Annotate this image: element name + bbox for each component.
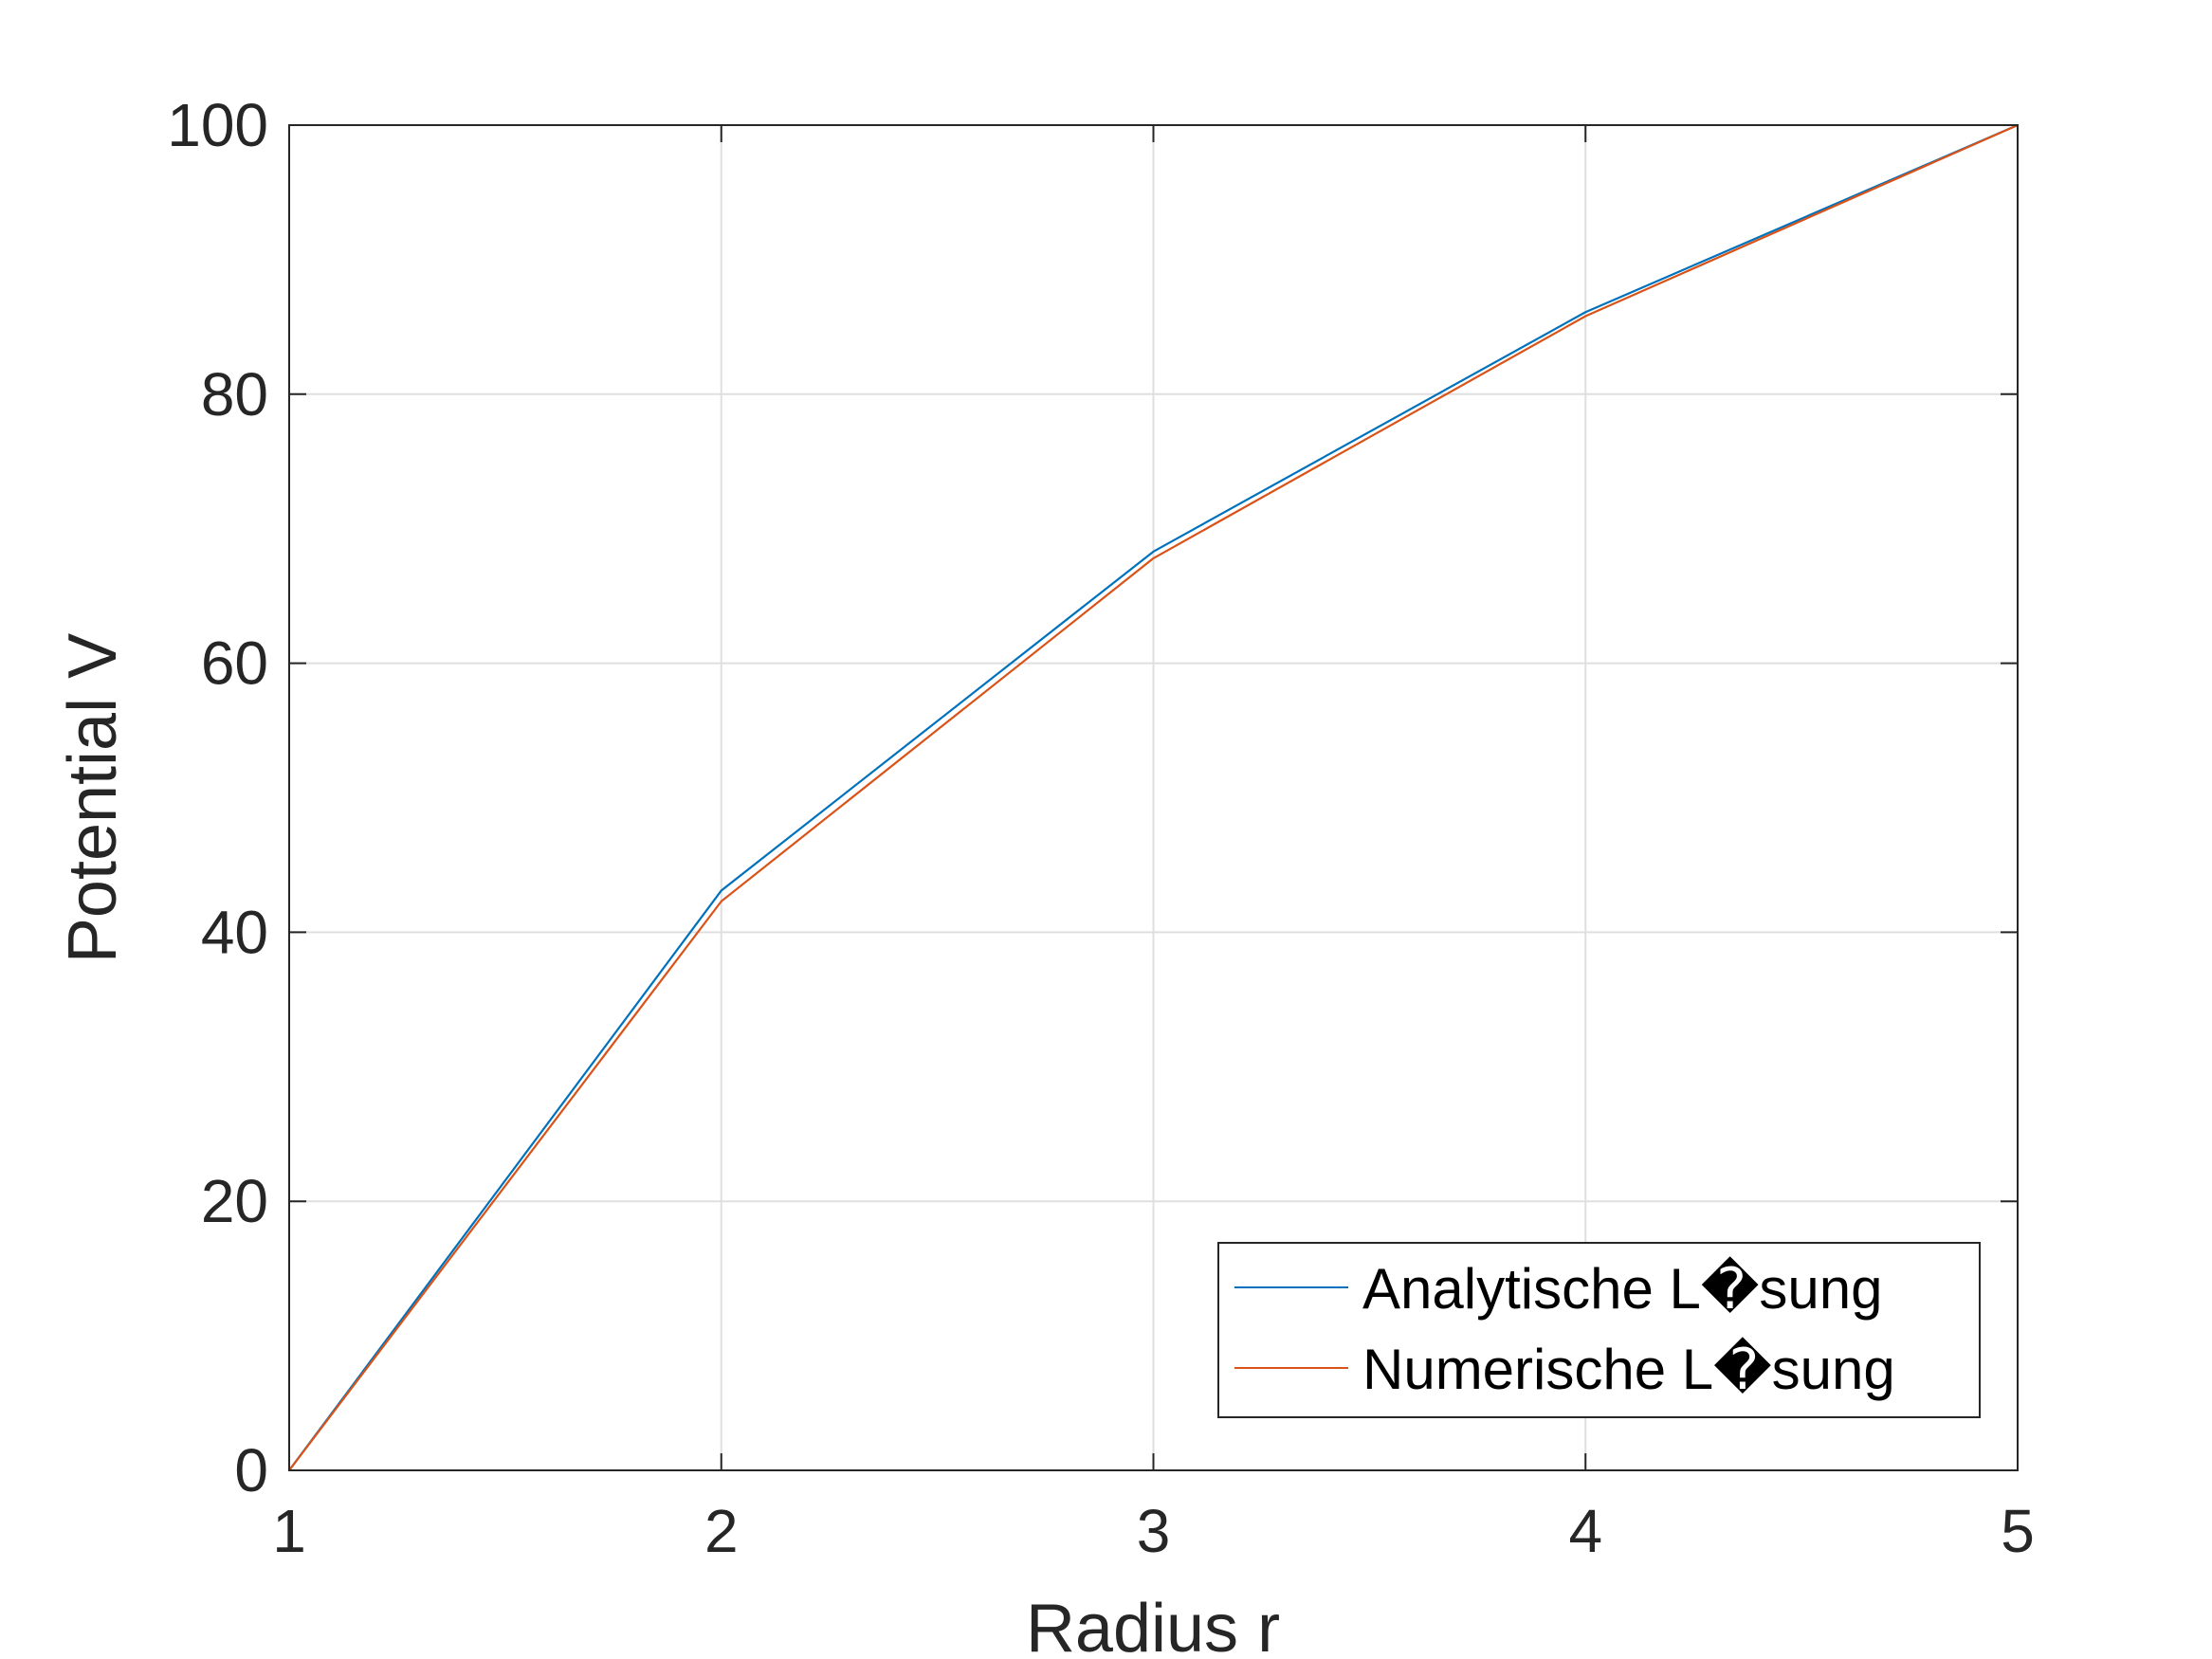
legend-box <box>1217 1242 1981 1418</box>
x-tick-label: 5 <box>2001 1497 2035 1565</box>
x-tick-label: 4 <box>1568 1497 1602 1565</box>
y-tick-label: 0 <box>234 1436 268 1504</box>
axis-ticks <box>288 124 2019 1471</box>
x-tick-label: 2 <box>704 1497 739 1565</box>
y-axis-label: Potential V <box>55 633 131 963</box>
y-tick-label: 20 <box>201 1167 268 1235</box>
series-layer <box>288 123 2019 1471</box>
x-tick-label: 1 <box>272 1497 306 1565</box>
y-tick-label: 100 <box>167 91 268 159</box>
x-axis-label: Radius r <box>1026 1591 1280 1659</box>
y-tick-label: 40 <box>201 898 268 966</box>
y-tick-label: 80 <box>201 360 268 428</box>
legend: Analytische L�sung Numerische L�sung <box>1217 1242 1981 1418</box>
legend-label-numerisch: Numerische L�sung <box>1362 1337 1895 1401</box>
tick-labels: 1 2 3 4 5 0 20 40 60 80 100 <box>167 91 2035 1565</box>
series-line-analytisch <box>288 123 2019 1471</box>
x-tick-label: 3 <box>1137 1497 1171 1565</box>
legend-label-analytisch: Analytische L�sung <box>1362 1256 1883 1321</box>
y-tick-label: 60 <box>201 629 268 698</box>
series-line-numerisch <box>288 123 2019 1471</box>
